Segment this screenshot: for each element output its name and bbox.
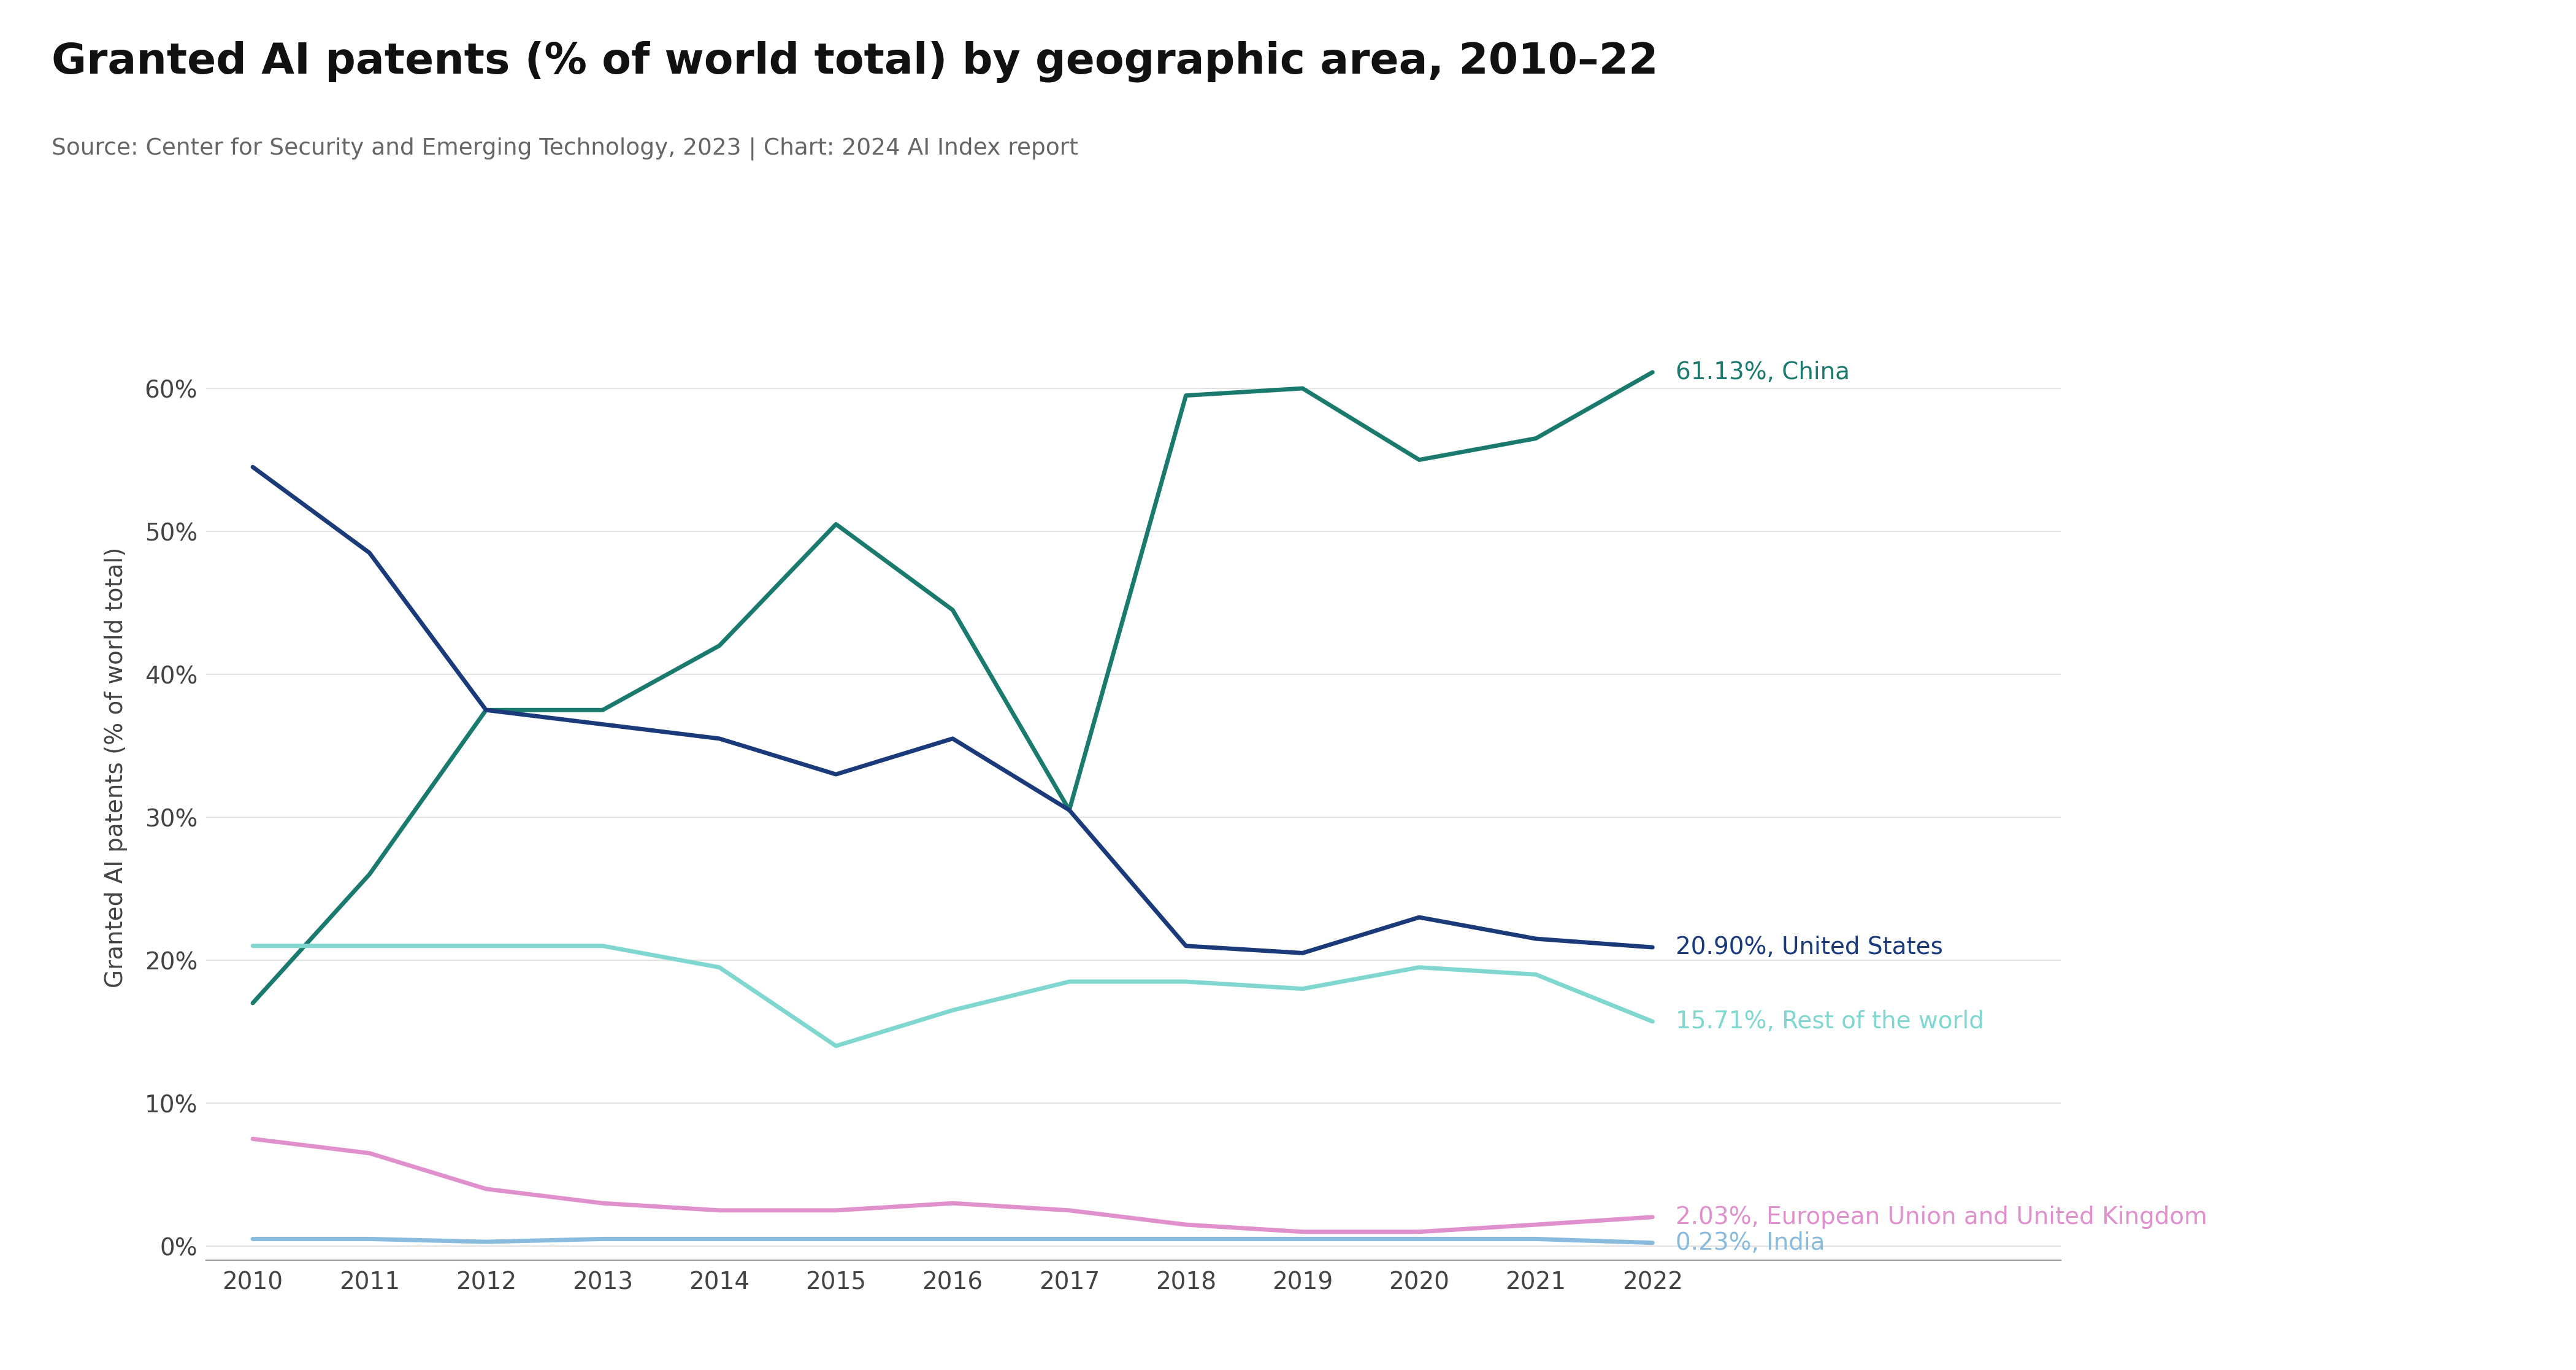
Text: 20.90%, United States: 20.90%, United States bbox=[1677, 936, 1942, 959]
Text: 2.03%, European Union and United Kingdom: 2.03%, European Union and United Kingdom bbox=[1677, 1206, 2208, 1229]
Y-axis label: Granted AI patents (% of world total): Granted AI patents (% of world total) bbox=[103, 547, 126, 988]
Text: Granted AI patents (% of world total) by geographic area, 2010–22: Granted AI patents (% of world total) by… bbox=[52, 41, 1659, 82]
Text: 61.13%, China: 61.13%, China bbox=[1677, 360, 1850, 384]
Text: 0.23%, India: 0.23%, India bbox=[1677, 1232, 1826, 1255]
Text: Source: Center for Security and Emerging Technology, 2023 | Chart: 2024 AI Index: Source: Center for Security and Emerging… bbox=[52, 137, 1079, 160]
Text: 15.71%, Rest of the world: 15.71%, Rest of the world bbox=[1677, 1010, 1984, 1033]
